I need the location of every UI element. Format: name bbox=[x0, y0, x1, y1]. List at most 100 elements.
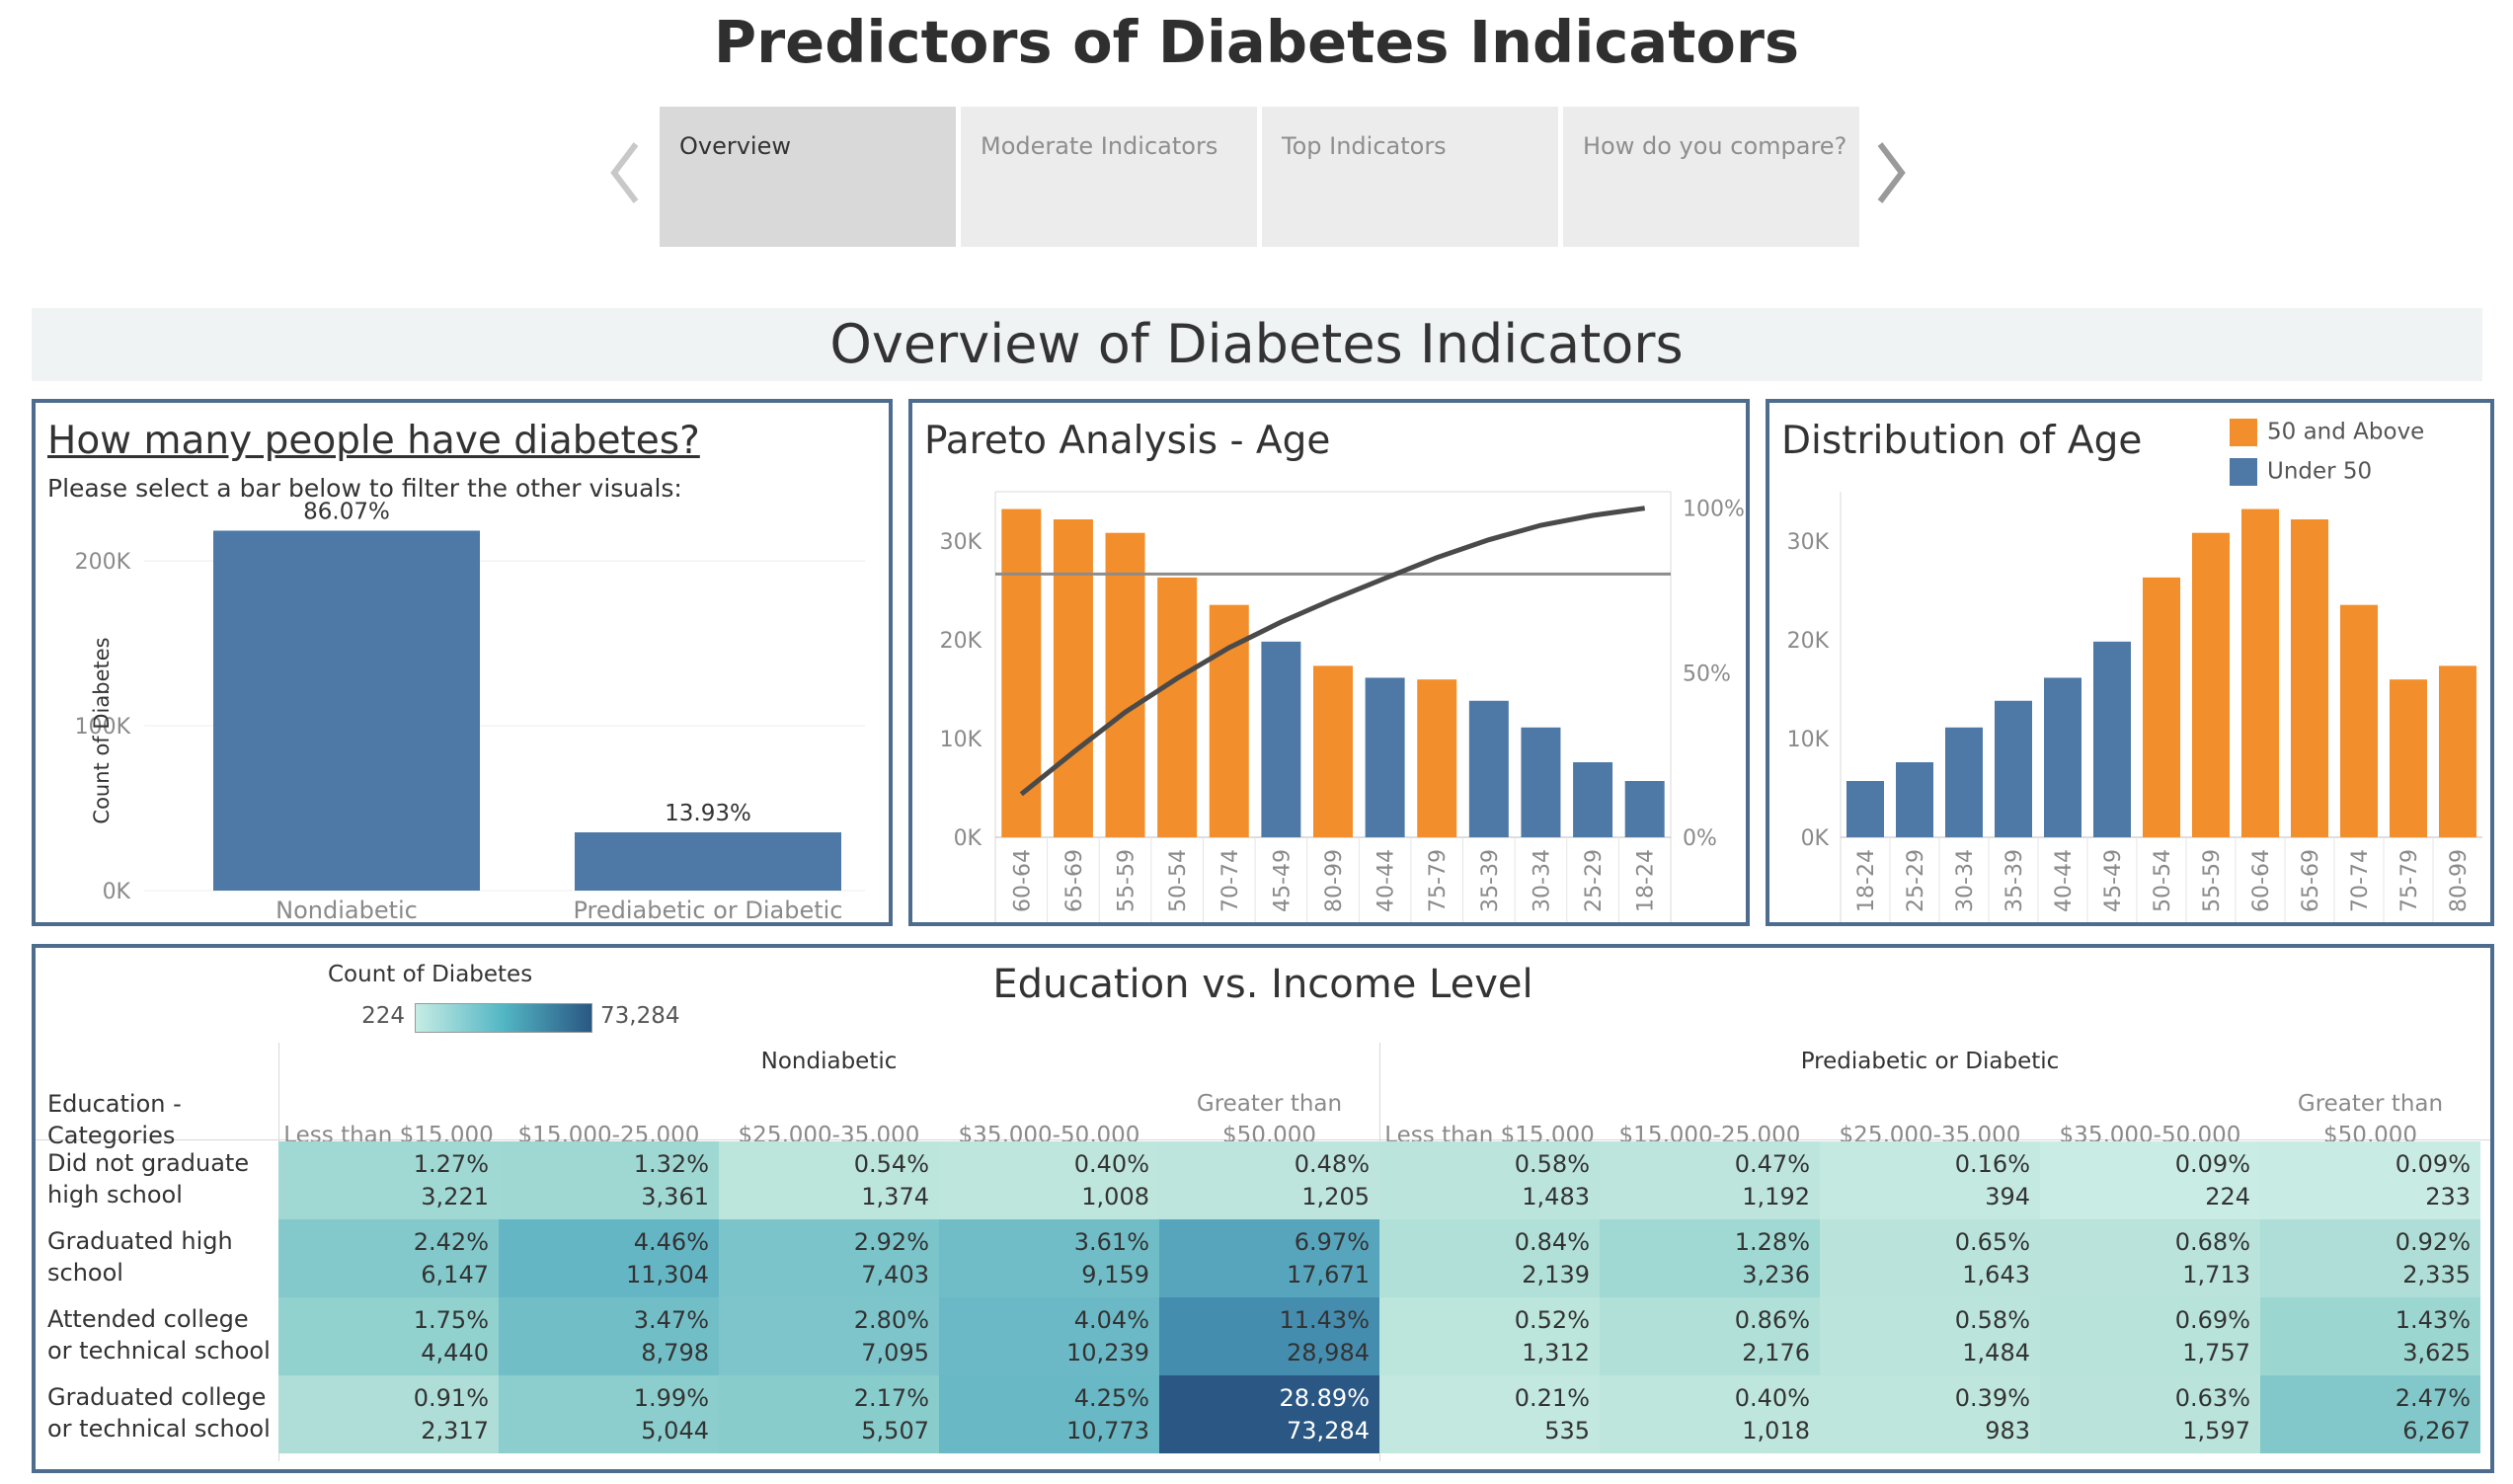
heat-cell[interactable]: 0.48% 1,205 bbox=[1159, 1141, 1379, 1219]
heat-cell[interactable]: 2.47% 6,267 bbox=[2260, 1375, 2480, 1453]
next-arrow-icon[interactable] bbox=[1872, 138, 1912, 207]
cell-count: 3,236 bbox=[1742, 1261, 1810, 1289]
cell-count: 1,205 bbox=[1301, 1183, 1370, 1211]
heat-cell[interactable]: 0.92% 2,335 bbox=[2260, 1219, 2480, 1297]
heat-cell[interactable]: 0.09% 224 bbox=[2040, 1141, 2260, 1219]
heat-cell[interactable]: 0.84% 2,139 bbox=[1379, 1219, 1600, 1297]
x-category-label: 30-34 bbox=[1530, 849, 1554, 912]
heat-cell[interactable]: 3.61% 9,159 bbox=[939, 1219, 1159, 1297]
heat-cell[interactable]: 0.09% 233 bbox=[2260, 1141, 2480, 1219]
pareto-chart[interactable]: 0K 10K 20K 30K 0% 50% 100% 60-64 65-69 55-59 50-54… bbox=[912, 403, 1746, 922]
heat-cell[interactable]: 4.46% 11,304 bbox=[499, 1219, 719, 1297]
bar-age-60-64[interactable] bbox=[1001, 508, 1042, 837]
row-header: Attended college or technical school bbox=[47, 1305, 271, 1365]
legend-item-under-50[interactable]: Under 50 bbox=[2230, 458, 2372, 486]
heat-cell[interactable]: 0.47% 1,192 bbox=[1600, 1141, 1820, 1219]
bar-age-65-69[interactable] bbox=[1053, 519, 1093, 837]
orange-swatch-icon bbox=[2230, 419, 2257, 446]
bar-age-70-74[interactable] bbox=[2340, 604, 2378, 837]
bar-age-35-39[interactable] bbox=[1468, 700, 1509, 837]
heat-cell[interactable]: 4.04% 10,239 bbox=[939, 1297, 1159, 1375]
y2-tick-label: 100% bbox=[1683, 498, 1745, 522]
bar-age-30-34[interactable] bbox=[1521, 727, 1561, 837]
bar-age-50-54[interactable] bbox=[2143, 577, 2180, 837]
heat-cell[interactable]: 0.65% 1,643 bbox=[1820, 1219, 2040, 1297]
previous-arrow-icon[interactable] bbox=[604, 138, 644, 207]
bar-age-30-34[interactable] bbox=[1945, 727, 1983, 837]
bar-age-80-99[interactable] bbox=[1313, 665, 1353, 837]
heat-cell[interactable]: 2.42% 6,147 bbox=[278, 1219, 499, 1297]
bar-age-35-39[interactable] bbox=[1995, 700, 2032, 837]
heat-cell[interactable]: 0.16% 394 bbox=[1820, 1141, 2040, 1219]
age-distribution-chart[interactable]: 0K 10K 20K 30K 18-24 25-29 30-34 35-39 40-44 45-4… bbox=[1769, 403, 2490, 922]
heat-cell[interactable]: 2.17% 5,507 bbox=[719, 1375, 939, 1453]
x-category-label: 45-49 bbox=[2101, 849, 2126, 912]
diabetes-bar-chart[interactable]: 0K 100K 200K Count of Diabetes 86.07% Nondiab… bbox=[36, 403, 889, 924]
heat-cell[interactable]: 1.43% 3,625 bbox=[2260, 1297, 2480, 1375]
bar-age-40-44[interactable] bbox=[1365, 677, 1405, 837]
tab-overview[interactable]: Overview bbox=[660, 107, 956, 247]
bar-age-55-59[interactable] bbox=[2192, 532, 2230, 837]
cell-count: 4,440 bbox=[421, 1339, 489, 1367]
bar-age-80-99[interactable] bbox=[2439, 665, 2476, 837]
heat-cell[interactable]: 0.40% 1,018 bbox=[1600, 1375, 1820, 1453]
heat-cell[interactable]: 0.21% 535 bbox=[1379, 1375, 1600, 1453]
heat-cell[interactable]: 1.99% 5,044 bbox=[499, 1375, 719, 1453]
heat-cell[interactable]: 6.97% 17,671 bbox=[1159, 1219, 1379, 1297]
bar-prediabetic-or-diabetic[interactable] bbox=[575, 831, 841, 891]
bar-age-25-29[interactable] bbox=[1573, 762, 1613, 837]
heat-cell[interactable]: 4.25% 10,773 bbox=[939, 1375, 1159, 1453]
heat-cell[interactable]: 0.40% 1,008 bbox=[939, 1141, 1159, 1219]
heat-cell[interactable]: 0.86% 2,176 bbox=[1600, 1297, 1820, 1375]
heat-cell[interactable]: 0.58% 1,483 bbox=[1379, 1141, 1600, 1219]
heat-cell[interactable]: 0.52% 1,312 bbox=[1379, 1297, 1600, 1375]
cell-count: 2,176 bbox=[1742, 1339, 1810, 1367]
x-category-label: 30-34 bbox=[1953, 849, 1978, 912]
heat-cell[interactable]: 2.92% 7,403 bbox=[719, 1219, 939, 1297]
x-category-label: 40-44 bbox=[1374, 849, 1399, 912]
cell-count: 1,597 bbox=[2182, 1417, 2250, 1445]
heat-cell[interactable]: 2.80% 7,095 bbox=[719, 1297, 939, 1375]
cell-count: 983 bbox=[1985, 1417, 2030, 1445]
bar-age-55-59[interactable] bbox=[1105, 532, 1145, 837]
heat-cell[interactable]: 0.69% 1,757 bbox=[2040, 1297, 2260, 1375]
bar-age-60-64[interactable] bbox=[2241, 508, 2279, 837]
heat-cell[interactable]: 1.32% 3,361 bbox=[499, 1141, 719, 1219]
bar-age-25-29[interactable] bbox=[1896, 762, 1933, 837]
legend-item-50-and-above[interactable]: 50 and Above bbox=[2230, 419, 2424, 446]
heat-cell[interactable]: 0.58% 1,484 bbox=[1820, 1297, 2040, 1375]
bar-nondiabetic[interactable] bbox=[213, 530, 480, 891]
row-header: Did not graduate high school bbox=[47, 1149, 250, 1209]
heat-cell[interactable]: 1.28% 3,236 bbox=[1600, 1219, 1820, 1297]
heat-cell[interactable]: 0.54% 1,374 bbox=[719, 1141, 939, 1219]
tab-top-indicators[interactable]: Top Indicators bbox=[1262, 107, 1558, 247]
heat-cell[interactable]: 0.91% 2,317 bbox=[278, 1375, 499, 1453]
bar-age-40-44[interactable] bbox=[2044, 677, 2081, 837]
cell-count: 394 bbox=[1985, 1183, 2030, 1211]
heat-cell[interactable]: 0.68% 1,713 bbox=[2040, 1219, 2260, 1297]
bar-age-75-79[interactable] bbox=[1417, 679, 1457, 837]
x-category-label: 35-39 bbox=[2003, 849, 2027, 912]
heat-cell[interactable]: 28.89% 73,284 bbox=[1159, 1375, 1379, 1453]
tab-moderate-indicators[interactable]: Moderate Indicators bbox=[961, 107, 1257, 247]
bar-age-18-24[interactable] bbox=[1624, 781, 1665, 837]
bar-age-65-69[interactable] bbox=[2291, 519, 2328, 837]
cell-count: 1,484 bbox=[1962, 1339, 2030, 1367]
bar-age-45-49[interactable] bbox=[1261, 641, 1301, 837]
cell-count: 1,192 bbox=[1742, 1183, 1810, 1211]
heat-cell[interactable]: 3.47% 8,798 bbox=[499, 1297, 719, 1375]
cell-count: 7,403 bbox=[861, 1261, 929, 1289]
tab-how-do-you-compare[interactable]: How do you compare? bbox=[1563, 107, 1859, 247]
bar-age-45-49[interactable] bbox=[2093, 641, 2131, 837]
heat-cell[interactable]: 0.63% 1,597 bbox=[2040, 1375, 2260, 1453]
bar-age-18-24[interactable] bbox=[1846, 781, 1884, 837]
heat-cell[interactable]: 0.39% 983 bbox=[1820, 1375, 2040, 1453]
bar-age-75-79[interactable] bbox=[2390, 679, 2427, 837]
heat-cell[interactable]: 1.75% 4,440 bbox=[278, 1297, 499, 1375]
y-tick-label: 20K bbox=[1787, 629, 1830, 654]
bar-age-50-54[interactable] bbox=[1157, 577, 1198, 837]
heat-cell[interactable]: 11.43% 28,984 bbox=[1159, 1297, 1379, 1375]
x-category-label: 65-69 bbox=[1062, 849, 1087, 912]
cell-percent: 1.27% bbox=[413, 1150, 489, 1178]
heat-cell[interactable]: 1.27% 3,221 bbox=[278, 1141, 499, 1219]
